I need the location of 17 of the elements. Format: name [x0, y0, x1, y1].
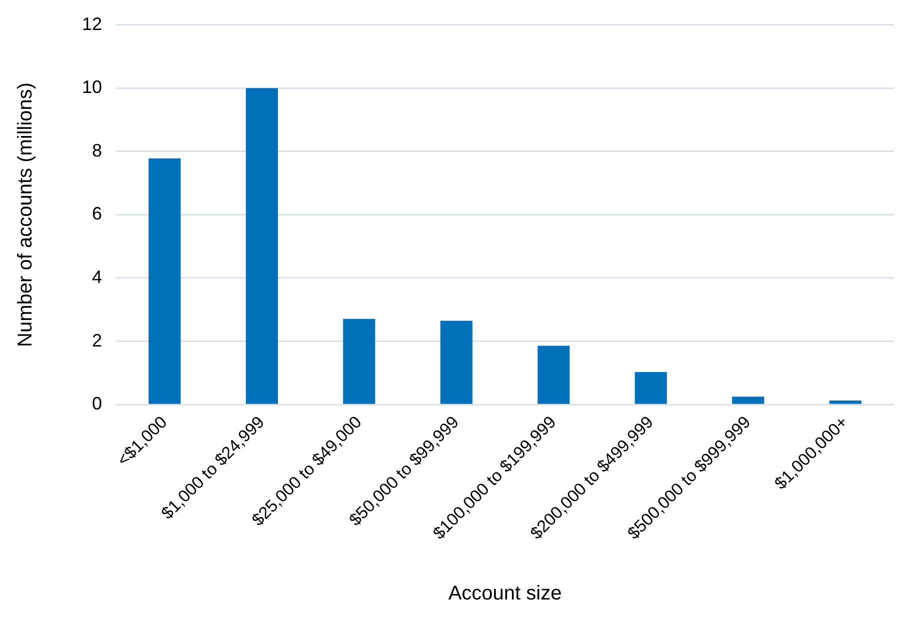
y-axis-title: Number of accounts (millions) [14, 82, 37, 347]
bar [829, 400, 862, 404]
bar [343, 318, 376, 404]
y-tick-label: 10 [82, 77, 102, 98]
x-axis-title: Account size [448, 582, 562, 605]
y-tick-label: 0 [92, 394, 102, 414]
bar [732, 396, 764, 404]
bar [148, 158, 181, 404]
y-tick-label: 4 [92, 266, 102, 287]
y-tick-label: 6 [92, 204, 102, 224]
bar [634, 372, 667, 404]
bar [538, 346, 570, 404]
bar [246, 88, 278, 404]
y-tick-label: 2 [92, 330, 102, 350]
y-tick-label: 12 [82, 14, 102, 34]
y-tick-label: 8 [92, 140, 102, 160]
bar [440, 320, 472, 404]
